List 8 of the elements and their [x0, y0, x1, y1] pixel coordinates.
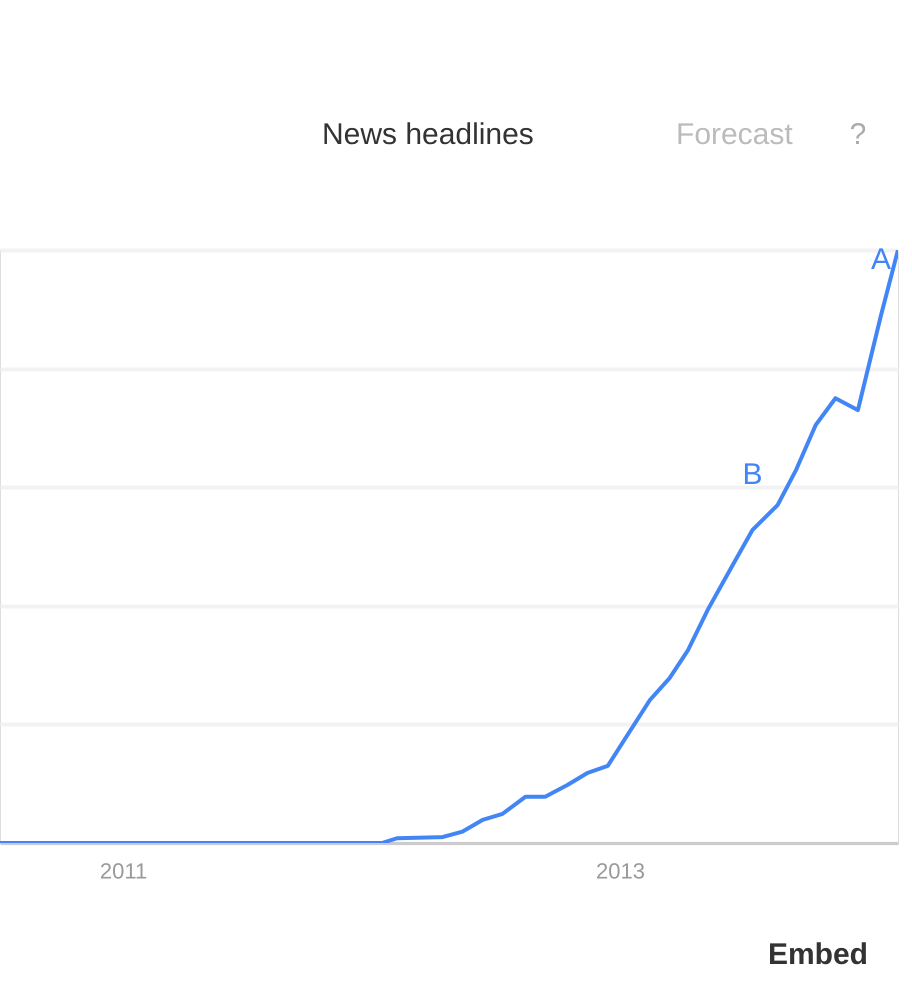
x-tick-label: 2013	[596, 858, 645, 884]
text: ?	[850, 118, 866, 151]
text: Embed	[768, 938, 868, 971]
annotation: A	[870, 243, 892, 276]
x-tick-label: 2011	[100, 858, 148, 884]
text: Forecast	[676, 118, 794, 151]
text: News headlines	[322, 118, 534, 151]
annotation: B	[742, 458, 763, 491]
